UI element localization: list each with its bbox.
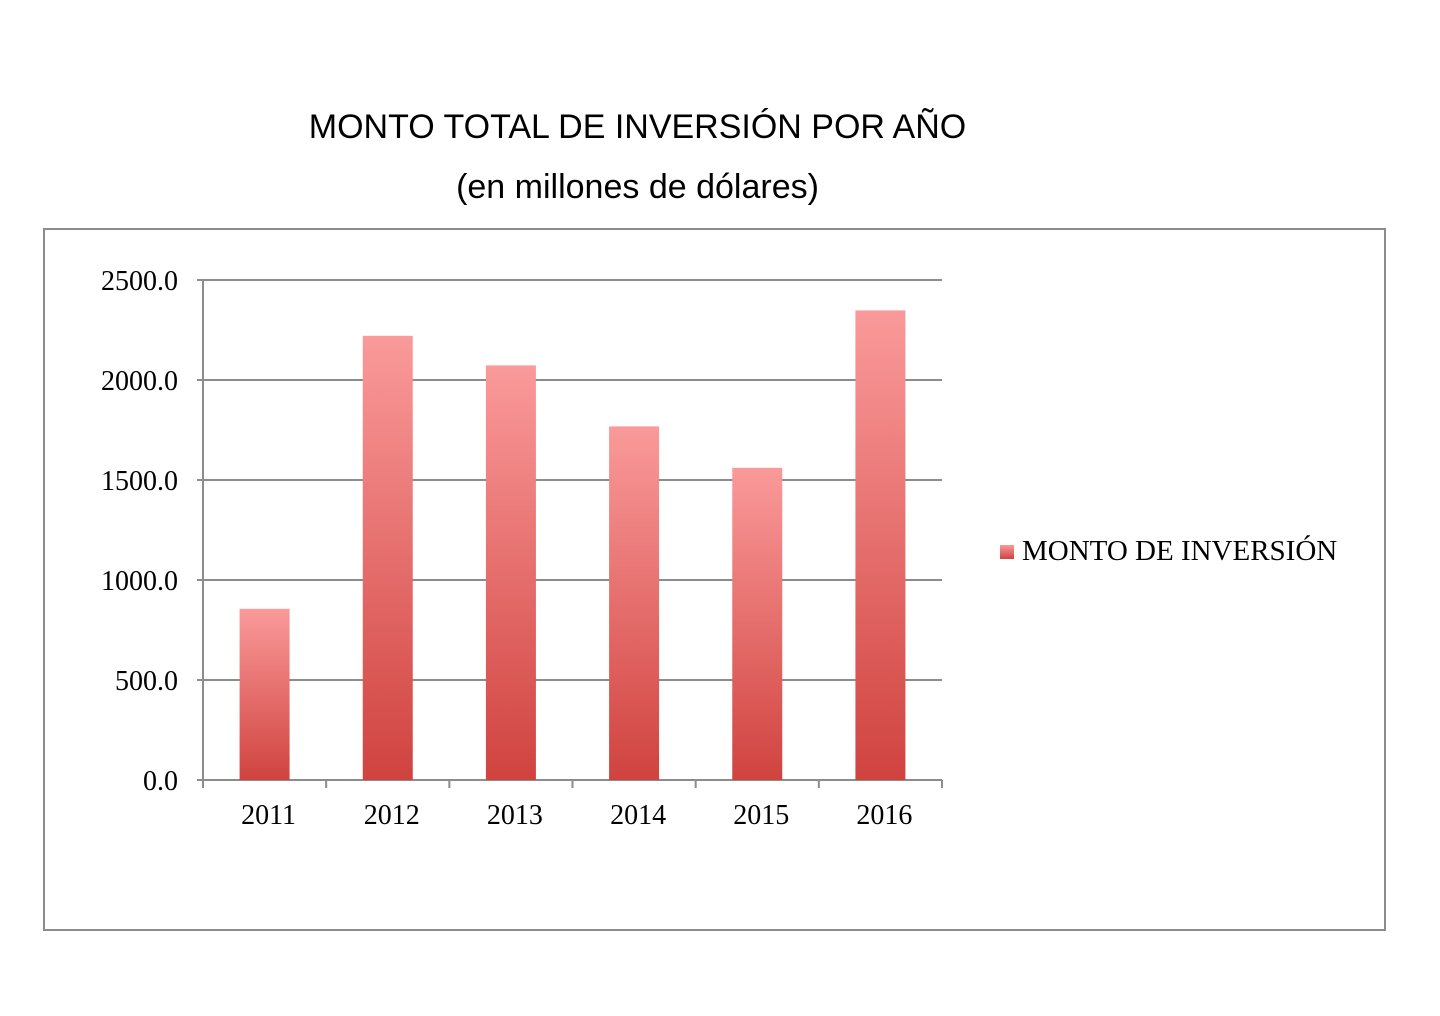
x-tick-label: 2013: [487, 800, 543, 831]
x-tick-label: 2014: [610, 800, 666, 831]
chart-frame: [43, 228, 1386, 931]
legend-label: MONTO DE INVERSIÓN: [1022, 535, 1338, 567]
legend: MONTO DE INVERSIÓN: [1000, 535, 1337, 568]
y-tick-label: 1000.0: [101, 566, 178, 597]
y-tick-label: 2000.0: [101, 366, 178, 397]
x-tick-label: 2016: [856, 800, 912, 831]
y-tick-label: 0.0: [143, 766, 178, 797]
bar-2015: [732, 467, 783, 780]
y-tick-label: 500.0: [115, 666, 178, 697]
bar-2013: [485, 365, 536, 780]
bar-2011: [239, 608, 290, 780]
y-tick-label: 1500.0: [101, 466, 178, 497]
x-tick-label: 2012: [364, 800, 420, 831]
bar-2014: [609, 426, 660, 780]
x-tick-label: 2015: [733, 800, 789, 831]
chart-subtitle: (en millones de dólares): [456, 168, 819, 206]
y-tick-label: 2500.0: [101, 266, 178, 297]
bar-2016: [855, 310, 906, 780]
chart-title: MONTO TOTAL DE INVERSIÓN POR AÑO: [308, 108, 967, 146]
legend-swatch: [1000, 544, 1014, 559]
bar-2012: [362, 335, 413, 780]
x-tick-label: 2011: [241, 800, 296, 831]
